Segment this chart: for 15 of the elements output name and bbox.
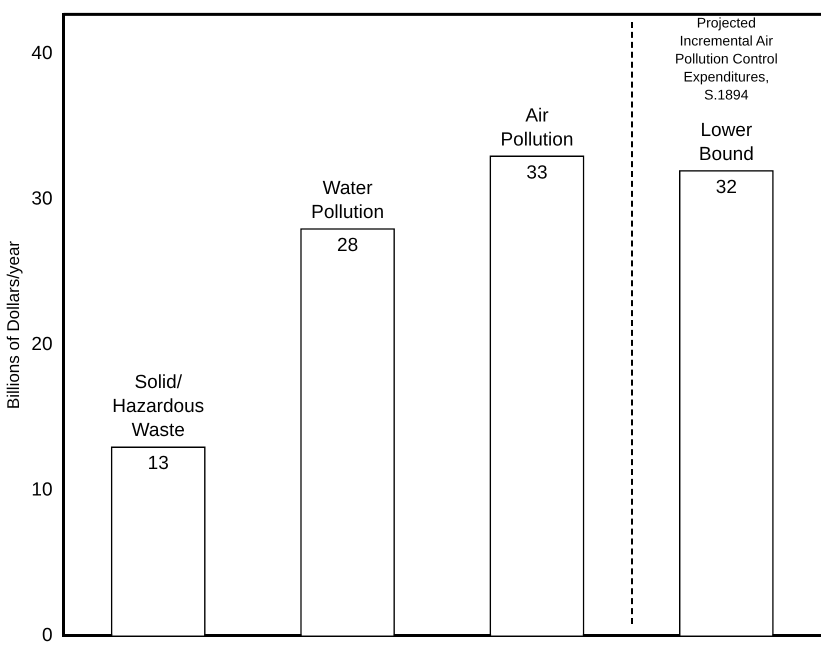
y-axis-title: Billions of Dollars/year xyxy=(4,240,23,410)
y-tick-label: 20 xyxy=(31,334,53,355)
y-tick-label: 30 xyxy=(31,188,53,210)
data-label: 33 xyxy=(526,162,548,184)
y-tick-label: 10 xyxy=(31,479,53,500)
x-tick-label: Water Pollution xyxy=(311,178,384,223)
annotation: Projected Incremental Air Pollution Control Expenditures, S.1894 xyxy=(674,14,778,102)
data-label: 28 xyxy=(337,234,358,256)
x-tick-label: Solid/ Hazardous Waste xyxy=(112,372,204,442)
x-tick-label: Air Pollution xyxy=(500,105,574,150)
x-tick-label: Lower Bound xyxy=(698,120,754,165)
y-tick-label: 40 xyxy=(31,42,53,64)
data-label: 13 xyxy=(148,453,169,474)
y-tick-label: 0 xyxy=(42,624,53,646)
data-label: 32 xyxy=(716,176,737,198)
